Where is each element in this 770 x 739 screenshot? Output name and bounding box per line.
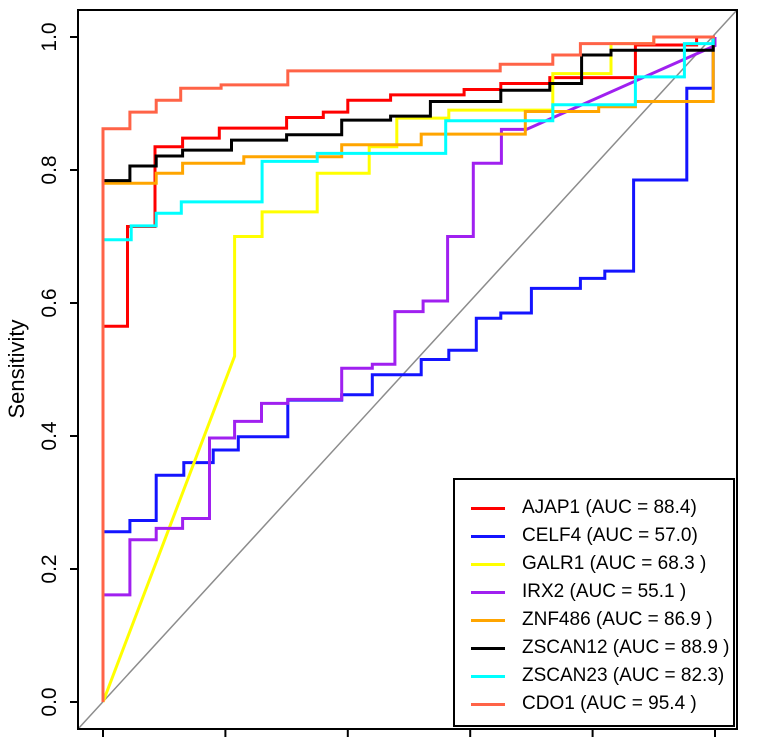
legend-swatch bbox=[471, 618, 505, 622]
legend-item-irx2: IRX2 (AUC = 55.1 ) bbox=[471, 578, 733, 606]
roc-curves-layer bbox=[101, 35, 717, 703]
legend-swatch bbox=[471, 534, 505, 538]
legend-label: ZSCAN23 (AUC = 82.3) bbox=[522, 665, 725, 686]
legend-swatch bbox=[471, 562, 505, 566]
legend-item-zscan12: ZSCAN12 (AUC = 88.9 ) bbox=[471, 634, 733, 662]
legend-swatch bbox=[471, 506, 505, 510]
legend-label: CELF4 (AUC = 57.0) bbox=[522, 525, 698, 546]
y-axis-tick-label: 0.8 bbox=[38, 155, 61, 184]
legend-swatch bbox=[471, 674, 505, 678]
roc-curve-cdo1 bbox=[101, 35, 715, 702]
roc-curve-celf4 bbox=[101, 35, 715, 702]
legend-label: ZNF486 (AUC = 86.9 ) bbox=[522, 609, 713, 630]
legend: AJAP1 (AUC = 88.4) CELF4 (AUC = 57.0) GALR… bbox=[453, 478, 735, 727]
legend-item-celf4: CELF4 (AUC = 57.0) bbox=[471, 522, 733, 550]
roc-curve-zscan12 bbox=[101, 35, 715, 702]
axes-layer: 0.0 0.2 0.4 0.6 0.8 1.0 bbox=[38, 9, 738, 737]
plot-frame bbox=[77, 9, 738, 730]
legend-label: IRX2 (AUC = 55.1 ) bbox=[522, 581, 687, 602]
legend-label: AJAP1 (AUC = 88.4) bbox=[522, 497, 697, 518]
y-axis-tick-label: 1.0 bbox=[38, 22, 61, 51]
y-axis-tick-label: 0.6 bbox=[38, 288, 61, 317]
y-axis-tick-label: 0.4 bbox=[38, 421, 61, 451]
roc-curve-zscan23 bbox=[101, 35, 715, 702]
legend-item-ajap1: AJAP1 (AUC = 88.4) bbox=[471, 494, 733, 522]
legend-item-znf486: ZNF486 (AUC = 86.9 ) bbox=[471, 606, 733, 634]
legend-item-zscan23: ZSCAN23 (AUC = 82.3) bbox=[471, 662, 733, 690]
legend-label: CDO1 (AUC = 95.4 ) bbox=[522, 693, 697, 714]
y-axis-tick-label: 0.0 bbox=[38, 687, 61, 716]
legend-label: ZSCAN12 (AUC = 88.9 ) bbox=[522, 637, 730, 658]
diagonal-reference-line bbox=[77, 9, 738, 730]
y-axis-title: Sensitivity bbox=[4, 319, 29, 418]
y-axis-tick-label: 0.2 bbox=[38, 554, 61, 583]
legend-item-cdo1: CDO1 (AUC = 95.4 ) bbox=[471, 690, 733, 718]
roc-curve-irx2 bbox=[101, 37, 717, 702]
roc-curve-galr1 bbox=[101, 35, 715, 703]
legend-item-galr1: GALR1 (AUC = 68.3 ) bbox=[471, 550, 733, 578]
legend-swatch bbox=[471, 702, 505, 706]
legend-swatch bbox=[471, 590, 505, 594]
legend-label: GALR1 (AUC = 68.3 ) bbox=[522, 553, 707, 574]
legend-swatch bbox=[471, 646, 505, 650]
